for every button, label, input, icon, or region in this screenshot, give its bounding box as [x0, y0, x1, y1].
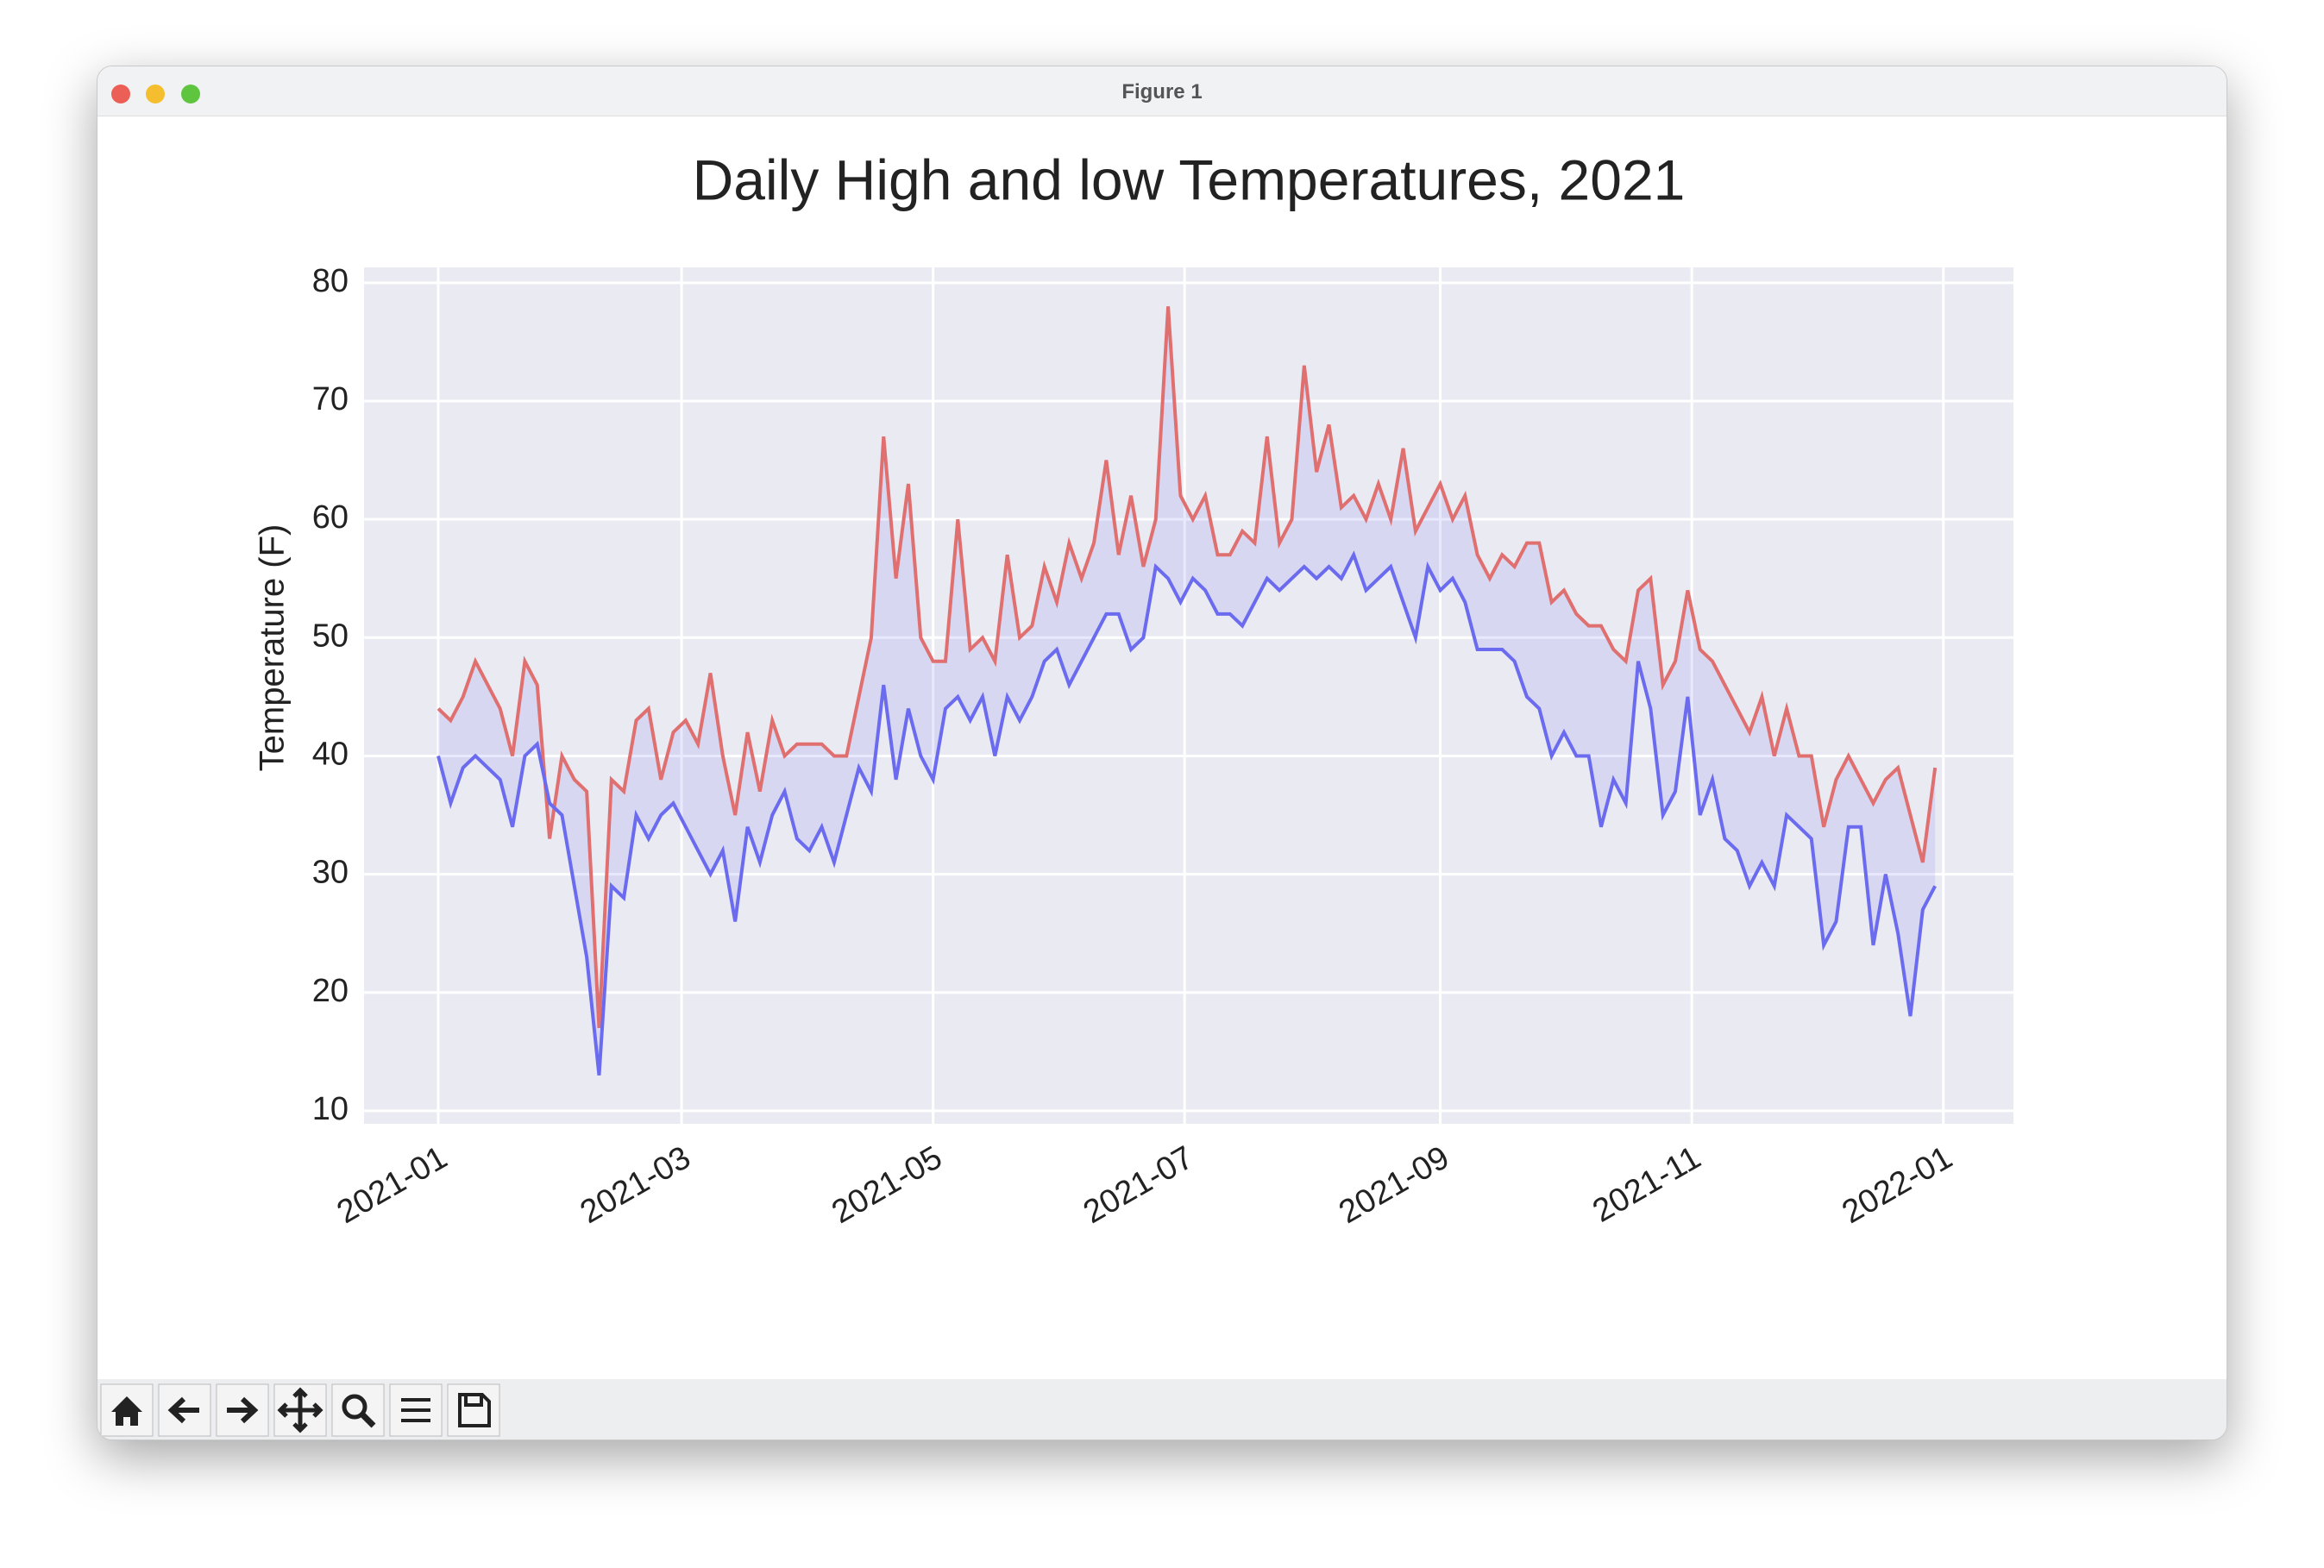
y-tick-label: 30 — [312, 855, 349, 891]
y-tick-label: 80 — [312, 263, 349, 299]
window: Figure 1 Daily High and low Temperatures… — [97, 66, 2227, 1440]
back-icon — [167, 1396, 199, 1424]
y-tick-label: 10 — [312, 1091, 349, 1127]
chart: Daily High and low Temperatures, 2021 Te… — [254, 147, 2013, 1231]
zoom-icon-handle — [360, 1412, 376, 1428]
toolbar — [97, 1379, 2227, 1439]
y-tick-label: 20 — [312, 973, 349, 1009]
x-tick-label: 2021-01 — [331, 1139, 454, 1231]
y-tick-label: 70 — [312, 381, 349, 417]
home-icon — [111, 1396, 142, 1426]
x-tick-label: 2021-07 — [1077, 1139, 1200, 1231]
forward-icon — [227, 1396, 259, 1424]
zoom-tool-button[interactable] — [331, 1383, 385, 1437]
y-tick-label: 60 — [312, 499, 349, 536]
x-tick-label: 2021-03 — [575, 1139, 697, 1231]
minimize-button[interactable] — [146, 85, 165, 103]
toolbar-icons — [100, 1383, 500, 1437]
close-button[interactable] — [111, 85, 130, 103]
save-button[interactable] — [447, 1383, 500, 1437]
temperature-line — [437, 550, 1937, 1076]
x-tick-label: 2021-11 — [1586, 1139, 1706, 1230]
zoom-icon — [342, 1394, 367, 1420]
window-title: Figure 1 — [1121, 80, 1203, 103]
zoom-button[interactable] — [181, 85, 200, 103]
chart-title: Daily High and low Temperatures, 2021 — [693, 147, 1686, 211]
x-tick-label: 2021-09 — [1333, 1139, 1455, 1231]
save-icon — [458, 1393, 491, 1427]
pan-icon — [277, 1387, 323, 1433]
y-axis-label: Temperature (F) — [254, 524, 292, 772]
title-bar: Figure 1 — [97, 66, 2227, 116]
x-tick-label: 2021-05 — [826, 1139, 948, 1231]
configure-icon — [401, 1398, 430, 1422]
x-tick-label: 2022-01 — [1836, 1139, 1958, 1231]
y-tick-label: 50 — [312, 618, 349, 654]
temperature-line — [437, 306, 1938, 1029]
plot-area — [364, 267, 2013, 1124]
y-tick-label: 40 — [312, 736, 349, 772]
